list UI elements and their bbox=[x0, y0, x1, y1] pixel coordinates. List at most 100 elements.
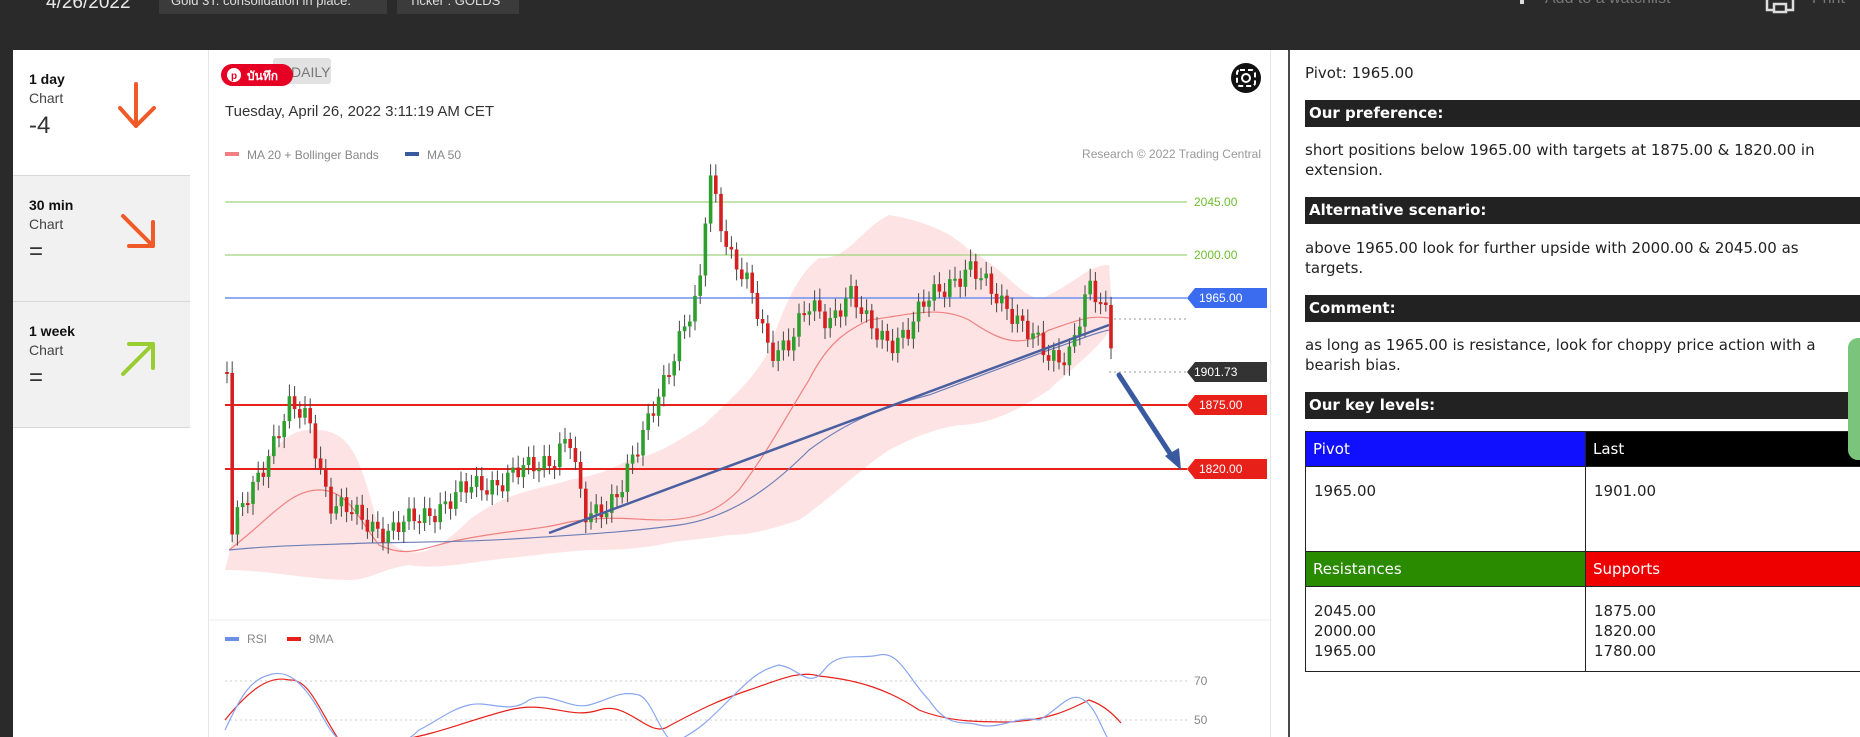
screenshot-lens-icon[interactable] bbox=[1231, 63, 1261, 93]
candle-body bbox=[573, 448, 578, 462]
candle-body bbox=[407, 508, 411, 522]
add-watchlist-button[interactable]: Add to a watchlist bbox=[1545, 0, 1670, 8]
candle-body bbox=[506, 472, 510, 492]
candle-body bbox=[734, 249, 739, 270]
candle-body bbox=[402, 521, 406, 533]
candle-body bbox=[630, 454, 635, 464]
candle-body bbox=[781, 340, 786, 351]
candle-body bbox=[927, 300, 931, 307]
bollinger-band bbox=[225, 215, 1113, 580]
card-score: = bbox=[29, 238, 44, 265]
candle-body bbox=[807, 311, 812, 315]
arrow-up-right-icon bbox=[121, 342, 155, 376]
candle-body bbox=[303, 408, 307, 418]
candle-body bbox=[391, 522, 396, 531]
rsi-tick-70: 70 bbox=[1194, 674, 1208, 688]
candle-body bbox=[599, 504, 604, 518]
candle-body bbox=[859, 307, 864, 314]
rsi-ma-legend-swatch bbox=[287, 637, 301, 641]
candle-body bbox=[230, 372, 234, 535]
candle-body bbox=[396, 522, 401, 533]
key-levels-table: Pivot Last 1965.00 1901.00 Resistances S… bbox=[1305, 431, 1860, 672]
feedback-tab[interactable] bbox=[1848, 338, 1860, 460]
timeframe-card-30-min[interactable]: 30 min Chart = bbox=[13, 176, 190, 302]
pinterest-save-button[interactable] bbox=[221, 64, 293, 86]
candle-body bbox=[792, 336, 796, 351]
alternative-text: above 1965.00 look for further upside wi… bbox=[1305, 239, 1799, 277]
candle-body bbox=[485, 490, 489, 495]
timeframe-card-1-week[interactable]: 1 week Chart = bbox=[13, 302, 190, 428]
last-header: Last bbox=[1585, 431, 1860, 467]
candle-body bbox=[360, 504, 364, 520]
candle-body bbox=[776, 350, 780, 361]
card-period: 1 day bbox=[29, 71, 65, 87]
candle-body bbox=[890, 340, 895, 354]
resistances-values: 2045.00 2000.00 1965.00 bbox=[1305, 586, 1586, 672]
rsi-tick-50: 50 bbox=[1194, 713, 1208, 727]
candle-body bbox=[547, 455, 552, 467]
candle-body bbox=[313, 423, 318, 459]
pivot-header: Pivot bbox=[1305, 431, 1586, 467]
candle-body bbox=[994, 293, 999, 304]
support-3: 1780.00 bbox=[1594, 642, 1657, 660]
alternative-heading: Alternative scenario: bbox=[1305, 197, 1860, 224]
candle-body bbox=[469, 486, 474, 493]
candle-body bbox=[719, 193, 723, 232]
candle-body bbox=[604, 512, 609, 518]
candle-body bbox=[256, 472, 260, 482]
candle-body bbox=[885, 330, 890, 341]
print-button[interactable]: Print bbox=[1812, 0, 1860, 12]
candle-body bbox=[1109, 304, 1113, 349]
key-levels-heading: Our key levels: bbox=[1305, 392, 1860, 419]
candle-body bbox=[344, 497, 349, 513]
candle-body bbox=[443, 501, 448, 505]
candle-body bbox=[802, 313, 806, 316]
candle-body bbox=[246, 503, 250, 506]
title-chip: Gold 3T: consolidation in place. bbox=[159, 0, 387, 14]
level-box-1965 bbox=[1187, 288, 1267, 308]
candle-body bbox=[901, 329, 905, 338]
candle-body bbox=[625, 463, 630, 493]
ticker-chip: Ticker : GOLDS bbox=[397, 0, 519, 14]
candle-body bbox=[870, 310, 874, 329]
candle-body bbox=[381, 528, 385, 543]
candle-body bbox=[537, 468, 541, 472]
candle-body bbox=[953, 278, 957, 281]
candle-body bbox=[906, 329, 910, 339]
candle-body bbox=[1010, 308, 1014, 324]
candle-body bbox=[797, 313, 801, 337]
candle-body bbox=[1000, 295, 1004, 304]
candle-body bbox=[656, 396, 661, 416]
candle-body bbox=[615, 494, 619, 498]
candle-body bbox=[1046, 355, 1051, 361]
rsi-legend-swatch bbox=[225, 637, 239, 641]
resistance-1: 2045.00 bbox=[1314, 602, 1377, 620]
candle-body bbox=[745, 272, 749, 280]
level-box-1875 bbox=[1187, 395, 1267, 415]
candle-body bbox=[370, 521, 375, 532]
candle-body bbox=[526, 457, 531, 466]
candle-body bbox=[875, 328, 879, 340]
candle-body bbox=[1026, 320, 1030, 339]
candle-body bbox=[968, 261, 973, 270]
pinterest-label: บันทึก bbox=[247, 69, 278, 83]
candle-body bbox=[532, 457, 536, 472]
candle-body bbox=[1005, 295, 1009, 309]
candle-body bbox=[963, 269, 968, 287]
candle-body bbox=[646, 413, 650, 430]
candle-body bbox=[1020, 315, 1025, 321]
printer-icon[interactable] bbox=[1765, 0, 1797, 14]
candle-body bbox=[844, 298, 848, 317]
plus-icon[interactable] bbox=[1508, 0, 1536, 12]
candle-body bbox=[474, 476, 479, 487]
candle-body bbox=[282, 421, 286, 438]
candle-body bbox=[225, 372, 229, 374]
candle-body bbox=[412, 508, 416, 522]
timeframe-card-1-day[interactable]: 1 day Chart -4 bbox=[13, 50, 190, 176]
comment-heading: Comment: bbox=[1305, 295, 1860, 322]
rsi-ma-line bbox=[224, 673, 1122, 737]
candle-body bbox=[979, 278, 983, 281]
candle-body bbox=[386, 530, 390, 543]
card-chart-label: Chart bbox=[29, 342, 64, 358]
candle-body bbox=[516, 467, 520, 478]
